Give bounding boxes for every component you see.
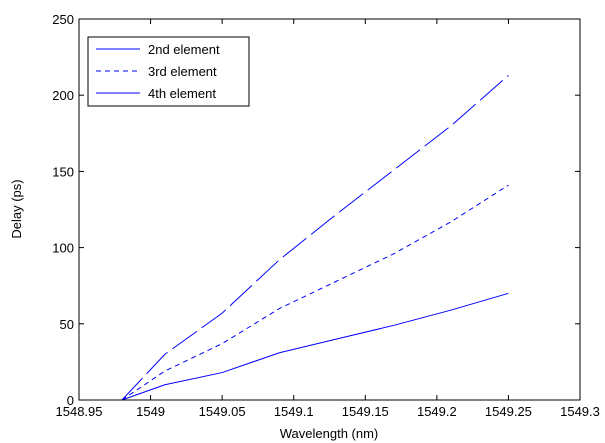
- legend-label-2: 3rd element: [148, 64, 217, 79]
- x-tick-label: 1549.3: [560, 404, 600, 419]
- x-tick-label: 1549.05: [199, 404, 246, 419]
- legend-label-3: 4th element: [148, 86, 216, 101]
- y-tick-label: 100: [52, 241, 74, 256]
- y-tick-label: 150: [52, 164, 74, 179]
- y-tick-label: 0: [67, 393, 74, 408]
- x-tick-label: 1549.25: [485, 404, 532, 419]
- x-tick-label: 1549.15: [342, 404, 389, 419]
- x-tick-label: 1548.95: [56, 404, 103, 419]
- axes-layer: 1548.95 1549 1549.05 1549.1 1549.15 1549.2 154…: [52, 12, 600, 419]
- x-tick-label: 1549.2: [417, 404, 457, 419]
- series-line-2: [121, 184, 509, 401]
- y-tick-label: 50: [60, 317, 74, 332]
- x-tick-label: 1549: [136, 404, 165, 419]
- x-axis-label: Wavelength (nm): [280, 426, 379, 441]
- y-tick-label: 200: [52, 88, 74, 103]
- y-tick-label: 250: [52, 12, 74, 27]
- legend: 2nd element 3rd element 4th element: [87, 36, 250, 107]
- x-tick-label: 1549.1: [274, 404, 314, 419]
- label-layer: Wavelength (nm) Delay (ps): [9, 179, 378, 441]
- axes-frame: [78, 18, 581, 401]
- series-line-3: [121, 75, 509, 401]
- series-layer: [121, 75, 509, 401]
- legend-label-1: 2nd element: [148, 42, 220, 57]
- series-line-1: [121, 292, 509, 401]
- y-axis-label: Delay (ps): [9, 179, 24, 238]
